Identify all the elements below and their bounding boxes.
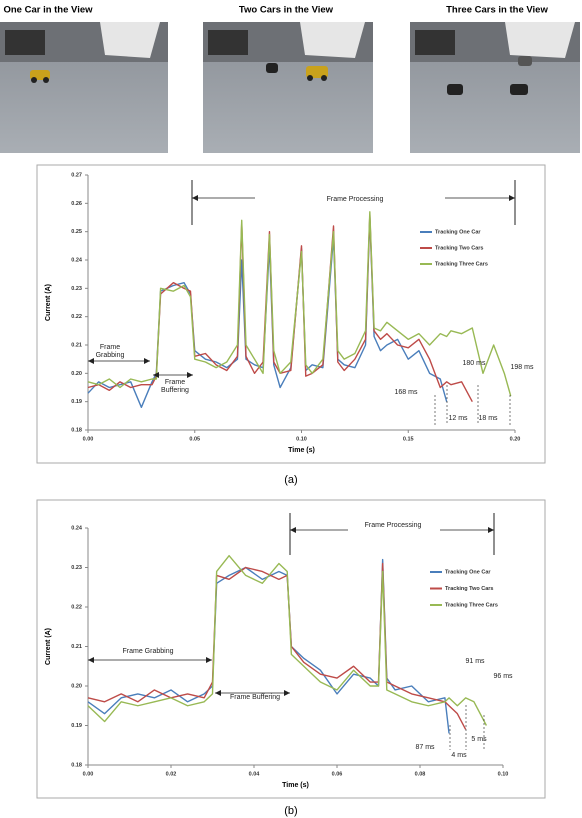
series-line xyxy=(87,554,488,726)
y-tick-label: 0.22 xyxy=(71,604,82,610)
annotation: 180 ms xyxy=(462,360,486,367)
y-tick-label: 0.23 xyxy=(71,565,82,571)
caption: (b) xyxy=(284,805,297,817)
y-tick-label: 0.20 xyxy=(71,683,82,689)
annotation: 96 ms xyxy=(493,673,513,680)
arrow-head xyxy=(290,527,296,533)
annotation: 5 ms xyxy=(471,736,487,743)
y-tick-label: 0.18 xyxy=(71,427,82,433)
y-tick-label: 0.25 xyxy=(71,229,82,235)
y-tick-label: 0.26 xyxy=(71,201,82,207)
y-tick-label: 0.24 xyxy=(71,525,83,531)
x-axis-label: Time (s) xyxy=(288,447,315,454)
y-tick-label: 0.23 xyxy=(71,286,82,292)
chart-frame xyxy=(36,164,546,464)
legend-label: Tracking Three Cars xyxy=(435,261,488,267)
y-tick-label: 0.20 xyxy=(71,371,82,377)
photo xyxy=(410,22,580,153)
y-axis-label: Current (A) xyxy=(45,284,52,321)
photo-caption: Three Cars in the View xyxy=(446,5,548,16)
legend-label: Tracking Two Cars xyxy=(435,245,484,251)
annotation: 18 ms xyxy=(478,415,498,422)
photo xyxy=(203,22,373,153)
arrow-head xyxy=(215,690,221,696)
arrow-head xyxy=(88,657,94,663)
annotation: 168 ms xyxy=(394,389,418,396)
x-tick-label: 0.05 xyxy=(189,436,200,442)
series-line xyxy=(87,558,450,734)
y-tick-label: 0.27 xyxy=(71,172,82,178)
annotation: Frame Processing xyxy=(326,196,384,203)
arrow-head xyxy=(88,358,94,364)
series-line xyxy=(87,216,448,409)
arrow-head xyxy=(144,358,150,364)
caption: (a) xyxy=(284,474,297,486)
y-tick-label: 0.24 xyxy=(71,257,83,263)
x-tick-label: 0.00 xyxy=(83,771,94,777)
x-tick-label: 0.10 xyxy=(296,436,307,442)
y-tick-label: 0.19 xyxy=(71,723,82,729)
y-tick-label: 0.18 xyxy=(71,762,82,768)
legend-label: Tracking Two Cars xyxy=(445,586,494,592)
arrow-head xyxy=(187,372,193,378)
annotation: 12 ms xyxy=(448,415,468,422)
x-tick-label: 0.08 xyxy=(415,771,426,777)
annotation: Frame Buffering xyxy=(229,694,281,701)
arrow-head xyxy=(206,657,212,663)
chart-frame xyxy=(36,499,546,799)
x-tick-label: 0.04 xyxy=(249,771,261,777)
annotation: Frame Buffering xyxy=(161,379,189,394)
annotation: 198 ms xyxy=(510,364,534,371)
annotation: 4 ms xyxy=(451,752,467,759)
legend-label: Tracking One Car xyxy=(445,569,491,575)
x-tick-label: 0.06 xyxy=(332,771,343,777)
photo-caption: One Car in the View xyxy=(3,5,93,16)
annotation: 87 ms xyxy=(415,744,435,751)
y-tick-label: 0.21 xyxy=(71,342,82,348)
x-axis-label: Time (s) xyxy=(282,782,309,789)
arrow-head xyxy=(284,690,290,696)
annotation: Frame Grabbing xyxy=(122,648,174,655)
arrow-head xyxy=(509,195,515,201)
y-tick-label: 0.22 xyxy=(71,314,82,320)
annotation: Frame Processing xyxy=(364,522,422,529)
photo-caption: Two Cars in the View xyxy=(239,5,334,16)
y-axis-label: Current (A) xyxy=(45,628,52,665)
x-tick-label: 0.02 xyxy=(166,771,177,777)
x-tick-label: 0.00 xyxy=(83,436,94,442)
legend-label: Tracking Three Cars xyxy=(445,602,498,608)
arrow-head xyxy=(488,527,494,533)
x-tick-label: 0.20 xyxy=(510,436,521,442)
series-line xyxy=(87,211,512,397)
arrow-head xyxy=(153,372,159,378)
y-tick-label: 0.19 xyxy=(71,399,82,405)
arrow-head xyxy=(192,195,198,201)
photo xyxy=(0,22,168,153)
annotation: Frame Grabbing xyxy=(95,344,125,359)
annotation: 91 ms xyxy=(465,658,485,665)
x-tick-label: 0.10 xyxy=(498,771,509,777)
y-tick-label: 0.21 xyxy=(71,644,82,650)
legend-label: Tracking One Car xyxy=(435,229,481,235)
x-tick-label: 0.15 xyxy=(403,436,414,442)
